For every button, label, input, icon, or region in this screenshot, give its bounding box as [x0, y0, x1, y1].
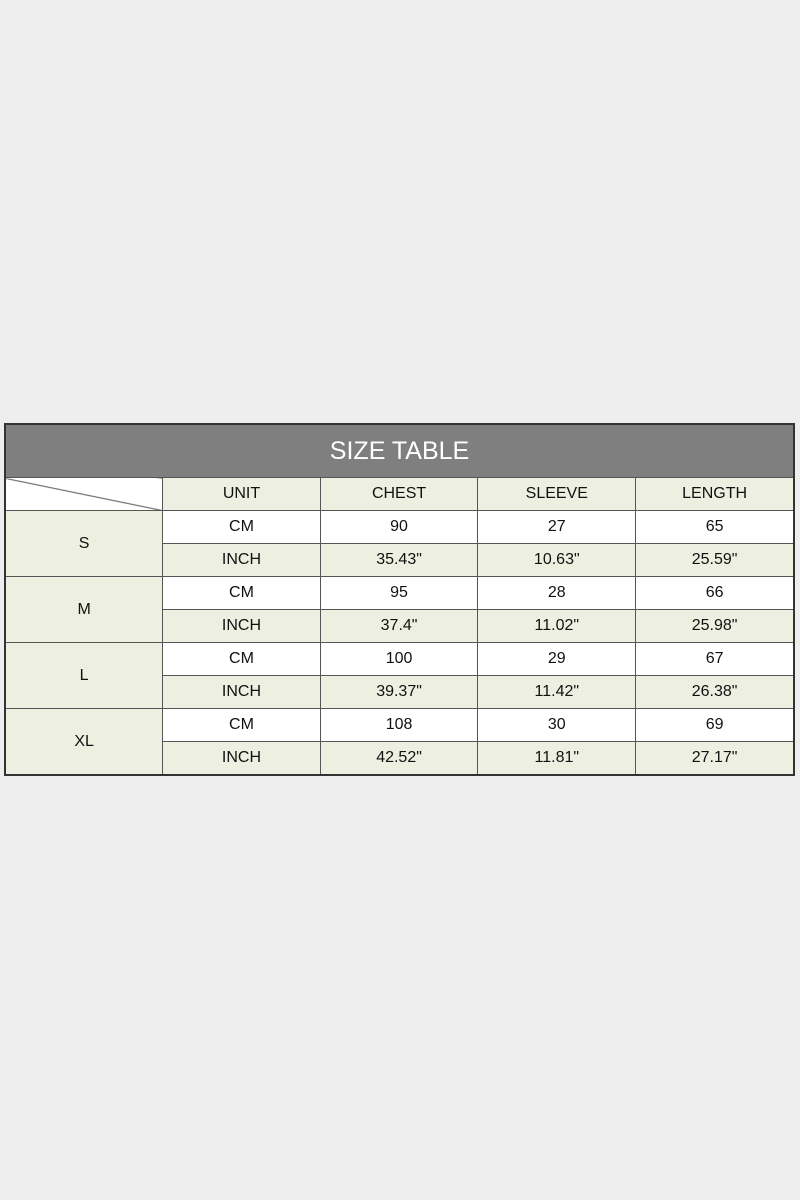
unit-cell: INCH [162, 609, 321, 643]
value-cell: 108 [319, 708, 479, 742]
header-length: LENGTH [635, 477, 795, 511]
unit-cell: CM [162, 576, 321, 610]
table-row: INCH 39.37" 11.42" 26.38" [5, 675, 795, 709]
value-cell: 30 [477, 708, 637, 742]
table-title: SIZE TABLE [5, 424, 794, 478]
value-cell: 90 [319, 510, 479, 544]
table-row: INCH 42.52" 11.81" 27.17" [5, 741, 795, 776]
value-cell: 95 [319, 576, 479, 610]
size-label: M [4, 576, 164, 643]
unit-cell: INCH [162, 543, 321, 577]
value-cell: 69 [635, 708, 795, 742]
table-row: M CM 95 28 66 [4, 576, 795, 643]
value-cell: 28 [477, 576, 637, 610]
value-cell: 26.38" [635, 675, 795, 709]
value-cell: 37.4" [319, 609, 479, 643]
size-table: SIZE TABLE UNIT CHEST SLEEVE LENGTH S CM 9… [4, 423, 795, 776]
value-cell: 29 [477, 642, 637, 676]
unit-cell: INCH [162, 741, 321, 776]
value-cell: 11.02" [477, 609, 637, 643]
unit-cell: CM [162, 708, 321, 742]
value-cell: 100 [319, 642, 479, 676]
header-chest: CHEST [319, 477, 479, 511]
value-cell: 10.63" [477, 543, 637, 577]
header-row: UNIT CHEST SLEEVE LENGTH [4, 477, 795, 511]
value-cell: 11.42" [477, 675, 637, 709]
value-cell: 65 [635, 510, 795, 544]
header-sleeve: SLEEVE [477, 477, 637, 511]
value-cell: 66 [635, 576, 795, 610]
diagonal-corner-cell [4, 477, 164, 511]
value-cell: 39.37" [319, 675, 479, 709]
table-row: INCH 37.4" 11.02" 25.98" [5, 609, 795, 643]
value-cell: 25.98" [635, 609, 795, 643]
value-cell: 25.59" [635, 543, 795, 577]
value-cell: 27.17" [635, 741, 795, 776]
header-unit: UNIT [162, 477, 321, 511]
unit-cell: CM [162, 510, 321, 544]
value-cell: 42.52" [319, 741, 479, 776]
unit-cell: CM [162, 642, 321, 676]
value-cell: 11.81" [477, 741, 637, 776]
table-row: INCH 35.43" 10.63" 25.59" [5, 543, 795, 577]
table-row: L CM 100 29 67 [4, 642, 795, 709]
table-row: S CM 90 27 65 [4, 510, 795, 577]
size-label: L [4, 642, 164, 709]
size-label: XL [4, 708, 164, 776]
table-row: XL CM 108 30 69 [4, 708, 795, 776]
value-cell: 67 [635, 642, 795, 676]
size-label: S [4, 510, 164, 577]
unit-cell: INCH [162, 675, 321, 709]
value-cell: 27 [477, 510, 637, 544]
value-cell: 35.43" [319, 543, 479, 577]
